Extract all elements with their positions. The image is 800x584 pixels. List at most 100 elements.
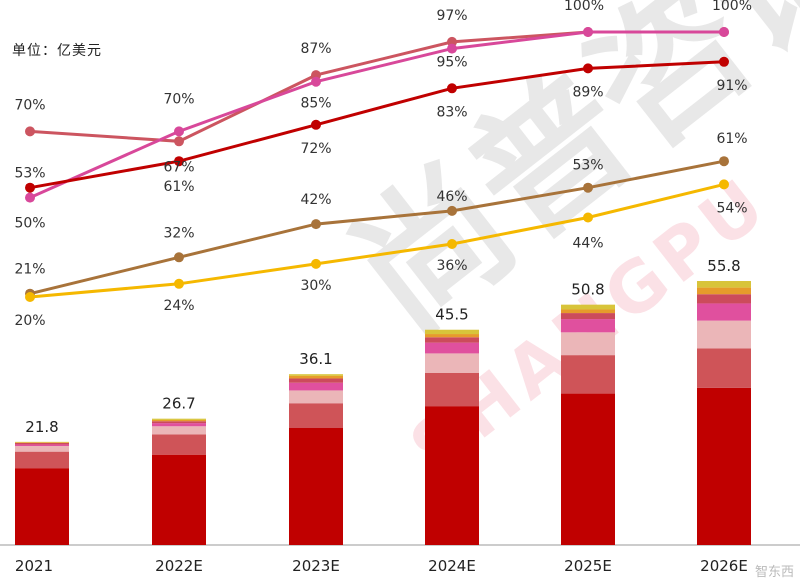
bar-segment-1-5 [152, 419, 206, 422]
pct-label-B-3: 95% [436, 55, 467, 71]
pct-label-C-1: 61% [163, 179, 194, 195]
pct-label-D-4: 53% [572, 158, 603, 174]
point-B-5 [719, 27, 729, 37]
bar-segment-0-4 [15, 442, 69, 445]
line-C [29, 60, 725, 190]
x-tick-0: 2021 [15, 557, 53, 575]
pct-label-C-3: 83% [436, 104, 467, 120]
bar-segment-3-2 [425, 353, 479, 373]
bar-total-label-0: 21.8 [25, 418, 58, 436]
pct-label-D-2: 42% [300, 192, 331, 208]
bar-segment-0-6 [15, 441, 69, 443]
bar-total-label-2: 36.1 [299, 350, 332, 368]
pct-label-D-1: 32% [163, 225, 194, 241]
x-tick-1: 2022E [155, 557, 203, 575]
x-tick-3: 2024E [428, 557, 476, 575]
pct-label-D-0: 21% [14, 262, 45, 278]
bar-segment-0-5 [15, 442, 69, 443]
pct-label-A-4: 100% [564, 0, 604, 14]
bar-segment-5-0 [697, 387, 751, 545]
point-C-4 [583, 63, 593, 74]
pct-label-E-3: 36% [436, 258, 467, 274]
point-C-1 [174, 156, 184, 167]
point-E-1 [174, 278, 184, 289]
bar-segment-2-5 [289, 375, 343, 379]
point-A-1 [174, 136, 184, 147]
point-D-2 [311, 219, 321, 230]
pct-label-E-2: 30% [300, 278, 331, 294]
bar-segment-4-3 [561, 319, 615, 333]
bar-segment-5-4 [697, 294, 751, 304]
bar-segment-4-4 [561, 313, 615, 320]
bar-segment-3-0 [425, 406, 479, 545]
bar-segment-5-1 [697, 348, 751, 388]
bar-segment-3-1 [425, 372, 479, 407]
stacked-bars [15, 281, 751, 545]
bar-segment-4-5 [561, 309, 615, 314]
bar-segment-1-1 [152, 434, 206, 455]
pct-label-E-0: 20% [14, 313, 45, 329]
bar-total-labels: 21.8 26.7 36.1 45.5 50.8 55.8 [25, 257, 740, 436]
bar-total-label-5: 55.8 [707, 257, 740, 275]
bar-segment-1-6 [152, 418, 206, 420]
bar-segment-0-1 [15, 451, 69, 469]
pct-label-D-5: 61% [716, 131, 747, 147]
point-C-5 [719, 56, 729, 67]
point-E-2 [311, 258, 321, 269]
pct-label-A-0: 70% [14, 97, 45, 113]
line-B [29, 30, 724, 199]
bar-segment-4-0 [561, 393, 615, 545]
bar-segment-2-2 [289, 390, 343, 404]
bar-segment-2-0 [289, 428, 343, 545]
bar-segment-1-4 [152, 421, 206, 424]
point-D-4 [583, 182, 593, 193]
pct-label-B-1: 70% [163, 91, 194, 107]
bar-segment-1-2 [152, 426, 206, 435]
pct-label-E-1: 24% [163, 298, 194, 314]
point-E-3 [447, 239, 457, 249]
bar-segment-1-0 [152, 454, 206, 545]
bar-segment-0-2 [15, 445, 69, 452]
corner-logo: 智东西 [754, 565, 794, 580]
pct-label-C-5: 91% [716, 78, 747, 94]
pct-label-E-5: 54% [716, 200, 747, 216]
pct-label-E-4: 44% [572, 236, 603, 252]
bar-segment-4-6 [561, 304, 615, 310]
bar-total-label-3: 45.5 [435, 306, 468, 324]
point-B-4 [583, 27, 593, 37]
bar-segment-4-1 [561, 355, 615, 394]
point-B-2 [311, 76, 321, 87]
point-E-0 [25, 292, 35, 302]
bar-segment-5-6 [697, 281, 751, 288]
bar-segment-0-0 [15, 468, 69, 545]
bar-segment-1-3 [152, 423, 206, 427]
line-E [29, 182, 725, 299]
line-A [29, 30, 724, 143]
pct-label-B-0: 50% [14, 216, 45, 232]
pct-label-B-2: 85% [300, 96, 331, 112]
bar-segment-2-4 [289, 378, 343, 383]
x-tick-labels: 2021 2022E 2023E 2024E 2025E 2026E [15, 557, 748, 575]
pct-label-A-2: 87% [300, 41, 331, 57]
point-E-4 [583, 212, 593, 223]
line-D [29, 159, 725, 296]
pct-label-A-3: 97% [436, 8, 467, 24]
percent-labels: 70% 67% 87% 97% 100% 100% 50% 70% 85% 95% 53% 61% 72… [14, 0, 752, 329]
point-B-3 [447, 43, 457, 54]
pct-label-A-1: 67% [163, 159, 194, 175]
line-series [25, 27, 729, 302]
bar-segment-3-6 [425, 329, 479, 335]
bar-segment-5-3 [697, 303, 751, 321]
bar-total-label-1: 26.7 [162, 395, 195, 413]
bar-segment-0-3 [15, 444, 69, 446]
pct-label-C-2: 72% [300, 141, 331, 157]
pct-label-C-4: 89% [572, 84, 603, 100]
point-C-3 [447, 83, 457, 94]
pct-label-D-3: 46% [436, 189, 467, 205]
point-D-1 [174, 252, 184, 263]
point-D-3 [447, 205, 457, 216]
point-A-0 [25, 126, 35, 137]
bar-total-label-4: 50.8 [571, 281, 604, 299]
pct-label-C-0: 53% [14, 166, 45, 182]
